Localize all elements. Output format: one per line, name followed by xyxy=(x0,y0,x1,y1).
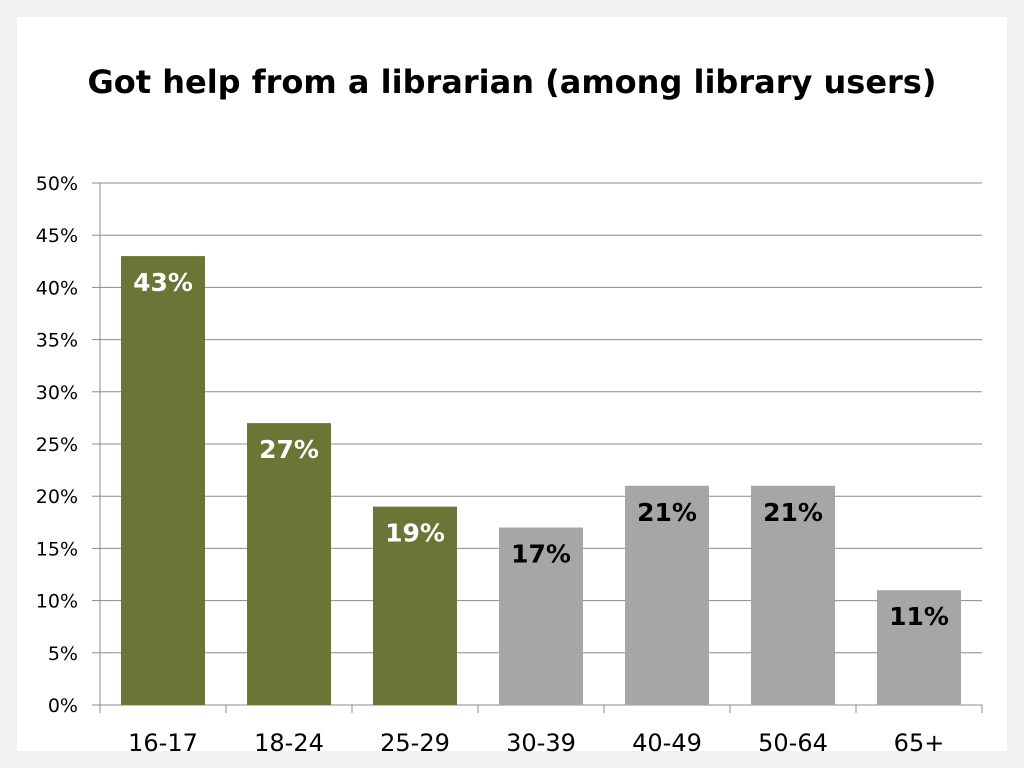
bars xyxy=(121,256,961,705)
y-tick-label: 0% xyxy=(48,695,78,717)
category-label: 65+ xyxy=(894,729,945,757)
data-label: 27% xyxy=(259,435,319,464)
y-tick-label: 40% xyxy=(36,277,78,299)
data-label: 11% xyxy=(889,602,949,631)
bar-65+ xyxy=(877,590,961,705)
y-tick-label: 10% xyxy=(36,591,78,613)
bar-16-17 xyxy=(121,256,205,705)
data-label: 21% xyxy=(637,498,697,527)
category-label: 25-29 xyxy=(380,729,450,757)
y-tick-label: 45% xyxy=(36,225,78,247)
y-tick-label: 15% xyxy=(36,538,78,560)
y-tick-label: 50% xyxy=(36,173,78,195)
bar-18-24 xyxy=(247,423,331,705)
data-label: 17% xyxy=(511,540,571,569)
y-tick-label: 25% xyxy=(36,434,78,456)
data-label: 21% xyxy=(763,498,823,527)
bar-50-64 xyxy=(751,485,835,705)
category-label: 18-24 xyxy=(254,729,324,757)
category-label: 16-17 xyxy=(128,729,198,757)
bar-40-49 xyxy=(625,485,709,705)
bar-25-29 xyxy=(373,506,457,705)
chart-title: Got help from a librarian (among library… xyxy=(87,63,937,101)
data-label: 19% xyxy=(385,519,445,548)
bar-30-39 xyxy=(499,527,583,705)
category-label: 30-39 xyxy=(506,729,576,757)
category-label: 50-64 xyxy=(758,729,828,757)
y-tick-label: 5% xyxy=(48,643,78,665)
data-label: 43% xyxy=(133,268,193,297)
category-label: 40-49 xyxy=(632,729,702,757)
y-tick-label: 35% xyxy=(36,330,78,352)
data-labels: 43% 27% 19% 17% 21% 21% 11% xyxy=(133,268,949,631)
y-tick-label: 30% xyxy=(36,382,78,404)
y-tick-label: 20% xyxy=(36,486,78,508)
